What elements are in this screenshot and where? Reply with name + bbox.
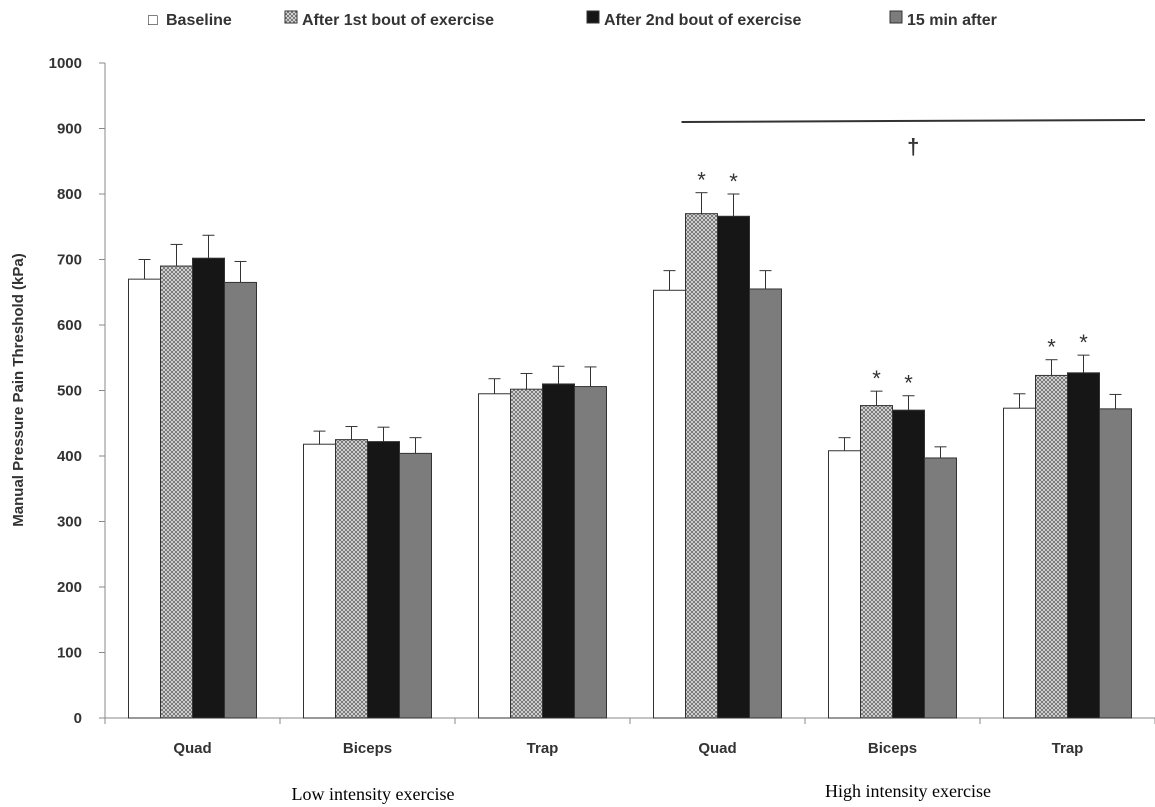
y-axis: 0 100 200 300 400 500 600 700 800 900 1000 <box>49 55 106 727</box>
y-tick-label: 900 <box>57 121 82 138</box>
y-tick-label: 800 <box>57 186 82 203</box>
x-tick-label: Trap <box>1052 740 1084 757</box>
y-tick-label: 400 <box>57 448 82 465</box>
significance-line <box>681 118 1146 123</box>
legend-label: After 2nd bout of exercise <box>604 12 801 29</box>
x-tick-label: Trap <box>527 740 559 757</box>
bar <box>1035 374 1068 719</box>
bars <box>128 213 1132 719</box>
x-tick-label: Quad <box>698 740 736 757</box>
y-tick-label: 1000 <box>49 55 82 72</box>
significance-star: * <box>729 169 738 194</box>
bar <box>510 388 543 719</box>
bar <box>303 443 336 719</box>
legend-label: 15 min after <box>907 12 997 29</box>
legend-swatch <box>284 10 298 24</box>
y-tick-label: 600 <box>57 317 82 334</box>
bar <box>192 257 225 719</box>
legend-label: After 1st bout of exercise <box>302 12 494 29</box>
y-tick-label: 200 <box>57 579 82 596</box>
bar <box>399 452 432 719</box>
bar <box>717 215 750 719</box>
bar <box>860 405 893 719</box>
x-tick-label: Quad <box>173 740 211 757</box>
x-axis: Quad Biceps Trap Quad Biceps Trap <box>104 717 1155 757</box>
bar <box>478 393 511 719</box>
group-label-high-intensity: High intensity exercise <box>825 781 991 801</box>
x-tick-label: Biceps <box>868 740 917 757</box>
significance-star: * <box>697 168 706 193</box>
y-tick-label: 0 <box>74 710 82 727</box>
y-tick-label: 300 <box>57 514 82 531</box>
significance-star: * <box>904 371 913 396</box>
bar <box>1003 407 1036 719</box>
bar <box>1067 372 1100 719</box>
x-tick-label: Biceps <box>343 740 392 757</box>
significance-star: * <box>1079 330 1088 355</box>
significance-annotations: * * * * * * † <box>681 118 1146 396</box>
y-axis-label: Manual Pressure Pain Threshold (kPa) <box>10 253 27 526</box>
bar <box>160 265 193 719</box>
y-tick-label: 500 <box>57 383 82 400</box>
bar <box>224 281 257 719</box>
bar <box>924 457 957 719</box>
bar <box>749 288 782 719</box>
legend-swatch: □ <box>148 12 158 29</box>
y-tick-label: 100 <box>57 645 82 662</box>
bar <box>653 289 686 719</box>
bar <box>128 278 161 719</box>
bar <box>892 409 925 719</box>
legend: □ Baseline After 1st bout of exercise After… <box>148 10 997 29</box>
significance-star: * <box>872 366 881 391</box>
legend-swatch <box>889 10 903 24</box>
bar <box>542 383 575 719</box>
legend-swatch <box>586 10 600 24</box>
significance-dagger: † <box>907 134 919 159</box>
group-label-low-intensity: Low intensity exercise <box>292 784 455 804</box>
bar <box>685 213 718 719</box>
bar <box>367 441 400 719</box>
y-tick-label: 700 <box>57 252 82 269</box>
bar <box>1099 408 1132 719</box>
error-bars <box>138 192 1122 458</box>
bar <box>828 450 861 719</box>
significance-star: * <box>1047 335 1056 360</box>
bar <box>335 439 368 719</box>
legend-label: Baseline <box>166 12 232 29</box>
bar <box>574 386 607 719</box>
